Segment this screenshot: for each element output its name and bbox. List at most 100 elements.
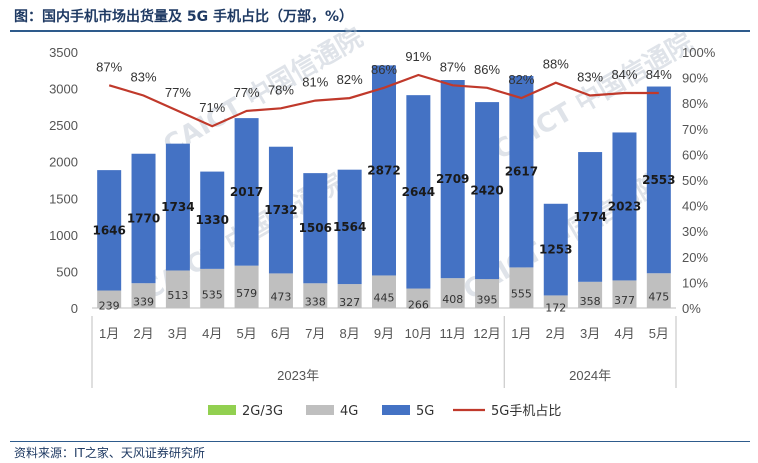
label-5g-share: 91%: [405, 49, 431, 64]
bar-5g: [200, 171, 225, 269]
series-line-5g-share: [108, 73, 659, 128]
label-5g: 1734: [161, 200, 194, 214]
label-5g: 1732: [264, 203, 297, 217]
legend-label: 2G/3G: [242, 404, 283, 419]
label-4g: 339: [133, 296, 154, 309]
label-5g: 1564: [333, 220, 366, 234]
title-rule: [10, 30, 750, 32]
bar-5g: [165, 143, 190, 271]
label-5g-share: 83%: [577, 70, 603, 85]
bar-5g: [578, 152, 603, 282]
bar-5g: [97, 170, 122, 291]
label-4g: 473: [270, 291, 291, 304]
y-tick-label: 2500: [49, 118, 78, 133]
bar-5g: [372, 65, 396, 276]
label-4g: 475: [648, 291, 669, 304]
label-4g: 172: [545, 302, 566, 315]
y-tick-label: 0: [71, 301, 78, 316]
x-tick-label: 1月: [511, 326, 531, 341]
label-5g: 2420: [470, 184, 503, 198]
bar-5g: [509, 75, 534, 268]
bar-4g: [440, 278, 465, 308]
label-4g: 408: [442, 293, 463, 306]
y2-tick-label: 20%: [682, 250, 708, 265]
bar-5g: [543, 203, 568, 296]
x-tick-label: 10月: [405, 326, 432, 341]
label-5g-share: 71%: [199, 100, 225, 115]
x-tick-label: 3月: [168, 326, 188, 341]
bar-4g: [337, 284, 362, 308]
label-4g: 358: [580, 295, 601, 308]
x-tick-label: 4月: [614, 326, 634, 341]
x-tick-label: 12月: [473, 326, 500, 341]
legend-label: 4G: [340, 404, 358, 419]
label-5g-share: 86%: [474, 62, 500, 77]
y2-tick-label: 0%: [682, 301, 701, 316]
label-5g: 2872: [367, 163, 400, 177]
y2-tick-label: 40%: [682, 199, 708, 214]
bar-4g: [234, 265, 259, 308]
label-5g: 1774: [573, 210, 606, 224]
label-5g: 2644: [402, 185, 435, 199]
y-tick-label: 3000: [49, 82, 78, 97]
x-tick-label: 2月: [133, 326, 153, 341]
group-label: 2024年: [569, 368, 611, 383]
legend-swatch: [208, 405, 236, 415]
label-5g: 2017: [230, 185, 263, 199]
y2-tick-label: 100%: [682, 45, 716, 60]
y-tick-label: 2000: [49, 155, 78, 170]
x-tick-label: 2月: [546, 326, 566, 341]
y2-tick-label: 90%: [682, 71, 708, 86]
label-4g: 377: [614, 294, 635, 307]
label-5g: 1506: [299, 221, 332, 235]
label-5g: 1253: [539, 243, 572, 257]
y-tick-label: 1000: [49, 228, 78, 243]
legend-swatch: [382, 405, 410, 415]
label-5g-share: 87%: [440, 59, 466, 74]
label-5g: 1770: [127, 211, 160, 225]
label-4g: 266: [408, 298, 429, 311]
chart-title: 图：国内手机市场出货量及 5G 手机占比（万部，%）: [14, 9, 354, 25]
y-tick-label: 3500: [49, 45, 78, 60]
label-4g: 338: [305, 296, 326, 309]
bar-5g: [475, 102, 500, 280]
label-5g: 2553: [642, 173, 675, 187]
label-5g: 1330: [196, 213, 229, 227]
x-tick-label: 4月: [202, 326, 222, 341]
legend-label: 5G: [416, 404, 434, 419]
bar-5g: [646, 86, 671, 274]
bar-4g: [612, 280, 637, 308]
y2-tick-label: 70%: [682, 122, 708, 137]
y2-tick-label: 30%: [682, 224, 708, 239]
bar-4g: [646, 273, 671, 308]
legend-label: 5G手机占比: [491, 404, 561, 419]
label-4g: 555: [511, 288, 532, 301]
label-5g-share: 83%: [131, 70, 157, 85]
label-4g: 535: [202, 288, 223, 301]
bar-5g: [268, 146, 293, 274]
y2-tick-label: 50%: [682, 173, 708, 188]
label-4g: 239: [99, 299, 120, 312]
label-5g: 2023: [608, 199, 641, 213]
label-5g-share: 82%: [337, 72, 363, 87]
legend-swatch: [306, 405, 334, 415]
label-4g: 445: [374, 292, 395, 305]
label-5g-share: 78%: [268, 82, 294, 97]
source-note: 资料来源：IT之家、天风证券研究所: [14, 446, 205, 460]
label-5g-share: 87%: [96, 59, 122, 74]
label-5g-share: 86%: [371, 62, 397, 77]
bar-4g: [475, 279, 500, 308]
x-tick-label: 5月: [649, 326, 669, 341]
bar-5g: [406, 95, 431, 289]
bar-4g: [97, 290, 122, 308]
label-4g: 395: [477, 294, 498, 307]
label-5g-share: 77%: [165, 85, 191, 100]
y2-tick-label: 80%: [682, 96, 708, 111]
label-5g-share: 77%: [234, 85, 260, 100]
bar-5g: [131, 153, 156, 284]
label-4g: 513: [167, 289, 188, 302]
x-tick-label: 9月: [374, 326, 394, 341]
x-tick-label: 11月: [439, 326, 466, 341]
label-5g-share: 81%: [302, 75, 328, 90]
